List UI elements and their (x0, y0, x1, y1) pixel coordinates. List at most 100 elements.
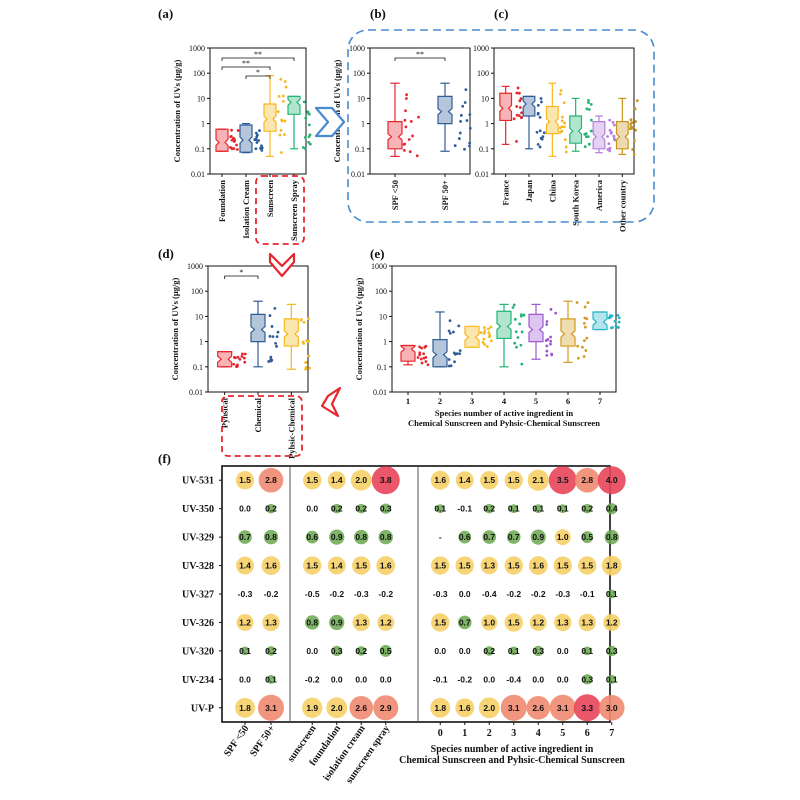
data-point (235, 148, 239, 151)
data-point (304, 365, 308, 369)
box-1 (217, 351, 233, 368)
data-point (307, 354, 311, 358)
significance-bracket (394, 57, 446, 61)
box-4 (287, 95, 301, 115)
y-tick-label: 100 (193, 69, 205, 78)
plot-frame (493, 47, 635, 175)
data-point (545, 323, 549, 326)
value-circle (554, 613, 572, 632)
cell-value: -0.3 (238, 589, 253, 599)
data-point (303, 136, 307, 139)
cell-value: 0.1 (508, 504, 520, 514)
data-point (424, 360, 428, 363)
data-point (243, 360, 247, 364)
cell-value: -0.2 (531, 589, 546, 599)
panel-d: (d) 0.01 0.1 1 10 100 1000 Concentration of UVs… (158, 246, 311, 459)
data-point (273, 306, 277, 310)
cell-value: 1.2 (532, 617, 544, 627)
data-point (479, 331, 483, 334)
cell-value: 1.0 (483, 617, 495, 627)
data-point (563, 121, 567, 125)
y-axis-label: Concentration of UVs (μg/g) (172, 59, 182, 162)
data-point (535, 130, 539, 134)
cell-value: 0.0 (459, 589, 471, 599)
cell-value: 0.1 (265, 674, 277, 684)
data-point (307, 123, 311, 127)
value-circle (478, 697, 500, 719)
data-point (238, 357, 242, 361)
data-point (520, 330, 524, 334)
data-point (253, 138, 257, 141)
data-point (550, 353, 554, 357)
x-axis-label: Species number of active ingredient in (431, 744, 594, 755)
data-point (563, 138, 567, 141)
data-point (559, 126, 562, 130)
cell-value: 1.3 (355, 617, 367, 627)
data-point (268, 314, 272, 317)
heatmap-frame (221, 465, 611, 723)
cell-value: -0.2 (305, 674, 320, 684)
cell-value: 2.0 (483, 703, 495, 713)
cell-value: 1.2 (606, 617, 618, 627)
value-circle (480, 471, 499, 490)
value-circle (327, 471, 346, 490)
data-point (514, 330, 518, 334)
data-point (417, 115, 420, 119)
box-2 (250, 313, 266, 343)
significance-label: ** (242, 59, 250, 68)
panel-label: (c) (494, 6, 508, 21)
value-circle (261, 556, 281, 575)
value-circle (578, 556, 597, 575)
value-circle (331, 503, 342, 514)
cell-value: 1.3 (581, 617, 593, 627)
data-point (609, 131, 613, 135)
data-point (278, 133, 282, 137)
data-point (483, 329, 487, 333)
x-tick-label: Pyhsical (220, 397, 230, 428)
y-tick-label: 0.1 (355, 145, 365, 154)
data-point (280, 151, 283, 154)
data-point (255, 133, 259, 137)
cell-value: 3.3 (581, 703, 593, 713)
value-circle (481, 614, 498, 631)
value-circle (578, 613, 596, 632)
value-circle (378, 529, 393, 545)
cell-value: 0.0 (459, 646, 471, 656)
panel-b: (b) 0.01 0.1 1 10 100 1000 Concentration of UVs… (332, 6, 472, 210)
arrow-down-icon (268, 252, 296, 278)
data-point (520, 115, 523, 119)
cell-value: 0.3 (380, 504, 392, 514)
row-label: UV-327 (182, 590, 214, 601)
value-circle (607, 674, 617, 684)
data-point (257, 139, 261, 142)
value-circle (373, 695, 399, 721)
cell-value: 1.8 (606, 561, 618, 571)
value-circle (526, 695, 551, 720)
value-circle (573, 694, 601, 722)
x-tick-label: 7 (598, 396, 603, 406)
box-1 (499, 92, 513, 122)
cell-value: -0.2 (264, 589, 279, 599)
col-label: 3 (511, 728, 516, 739)
data-point (302, 342, 306, 345)
data-point (304, 361, 308, 364)
data-point (423, 345, 427, 349)
data-point (233, 356, 237, 360)
significance-bracket (221, 57, 295, 61)
x-tick-label: Japan (524, 180, 534, 202)
data-point (545, 320, 549, 323)
cell-value: 0.3 (581, 674, 593, 684)
data-point (404, 97, 408, 100)
cell-value: -0.3 (354, 589, 369, 599)
data-point (230, 138, 234, 142)
cell-value: 0.0 (306, 504, 318, 514)
data-point (485, 345, 489, 348)
data-point (304, 116, 308, 120)
data-point (452, 330, 455, 334)
col-label: 0 (438, 728, 443, 739)
value-circle (262, 613, 280, 632)
cell-value: -0.1 (580, 589, 595, 599)
data-point (307, 340, 310, 343)
y-tick-label: 0.1 (195, 145, 205, 154)
data-point (518, 322, 522, 326)
